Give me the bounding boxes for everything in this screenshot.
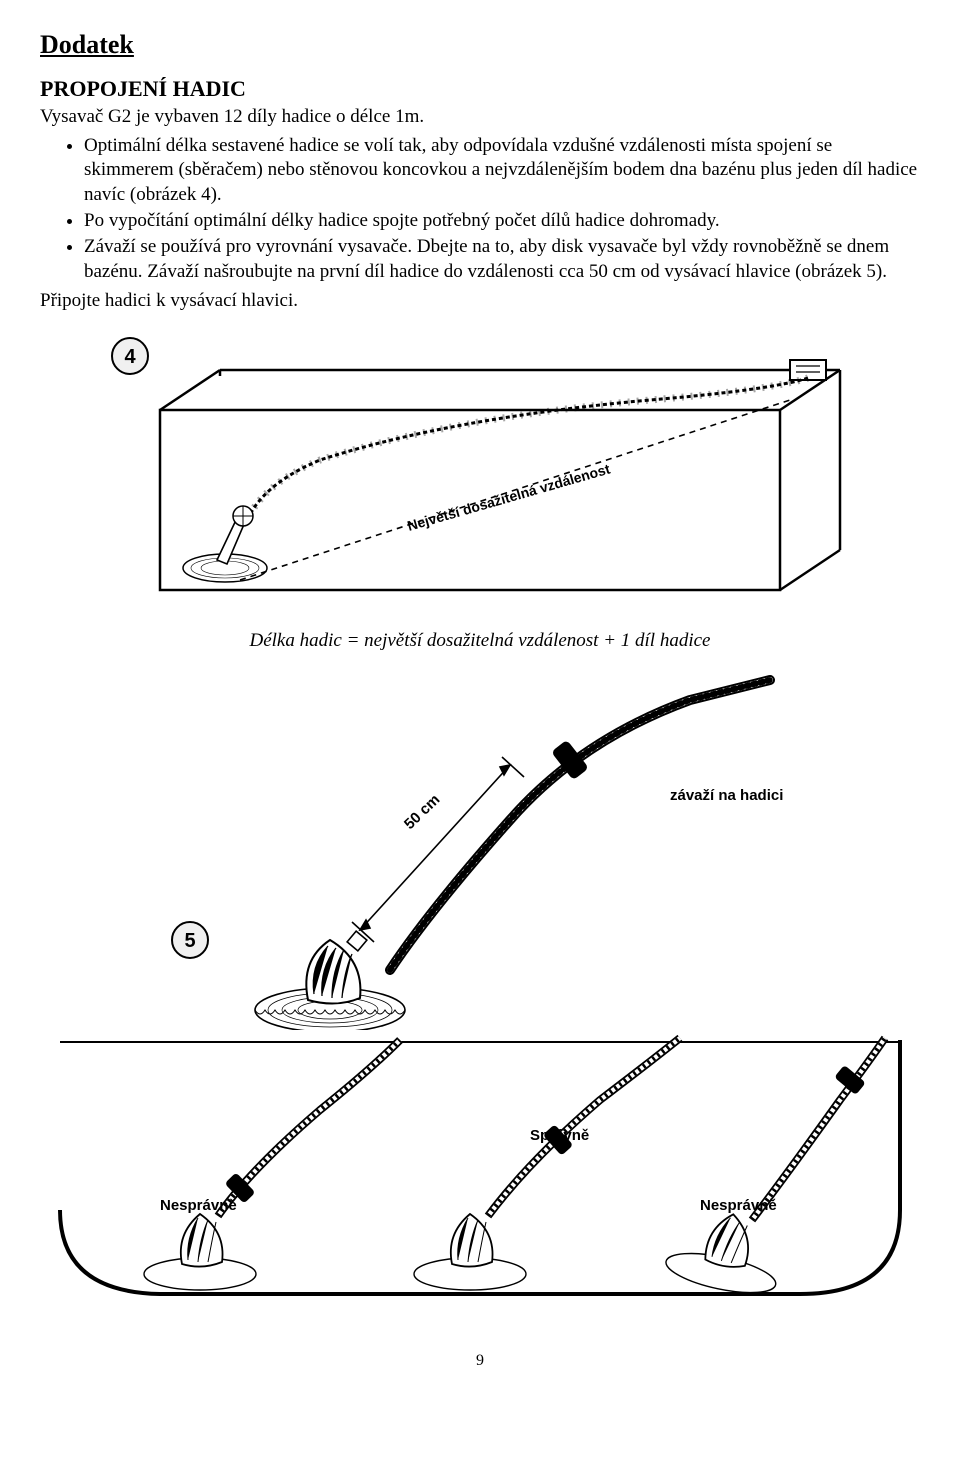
subsection-title: PROPOJENÍ HADIC (40, 76, 920, 102)
bullet-list: Optimální délka sestavené hadice se volí… (40, 134, 920, 284)
figure-4-badge: 4 (124, 346, 136, 368)
figure-5-badge: 5 (184, 930, 195, 952)
list-item: Po vypočítání optimální délky hadice spo… (84, 209, 920, 233)
figure-5-dimension-label: 50 cm (401, 791, 443, 833)
figure-5-comparison: Nesprávně Správně Nesprávně (50, 1030, 910, 1330)
list-item: Optimální délka sestavené hadice se volí… (84, 134, 920, 207)
figure-4-caption: Délka hadic = největší dosažitelná vzdál… (40, 630, 920, 652)
figure-4-distance-label: Největší dosažitelná vzdálenost (405, 460, 612, 533)
list-item: Závaží se používá pro vyrovnání vysavače… (84, 235, 920, 284)
figure-4-illustration: 4 Největší dosažitelná vzd (90, 330, 870, 620)
section-title: Dodatek (40, 30, 920, 60)
figure-5-weight-label: závaží na hadici (670, 787, 783, 804)
figure-5-illustration: závaží na hadici 50 cm 5 (130, 670, 830, 1030)
figure-5-correct-label: Správně (530, 1127, 589, 1144)
figure-5-wrong-left-label: Nesprávně (160, 1197, 237, 1214)
after-list-text: Připojte hadici k vysávací hlavici. (40, 290, 920, 312)
page-number: 9 (40, 1352, 920, 1370)
figure-5-wrong-right-label: Nesprávně (700, 1197, 777, 1214)
intro-text: Vysavač G2 je vybaven 12 díly hadice o d… (40, 106, 920, 128)
